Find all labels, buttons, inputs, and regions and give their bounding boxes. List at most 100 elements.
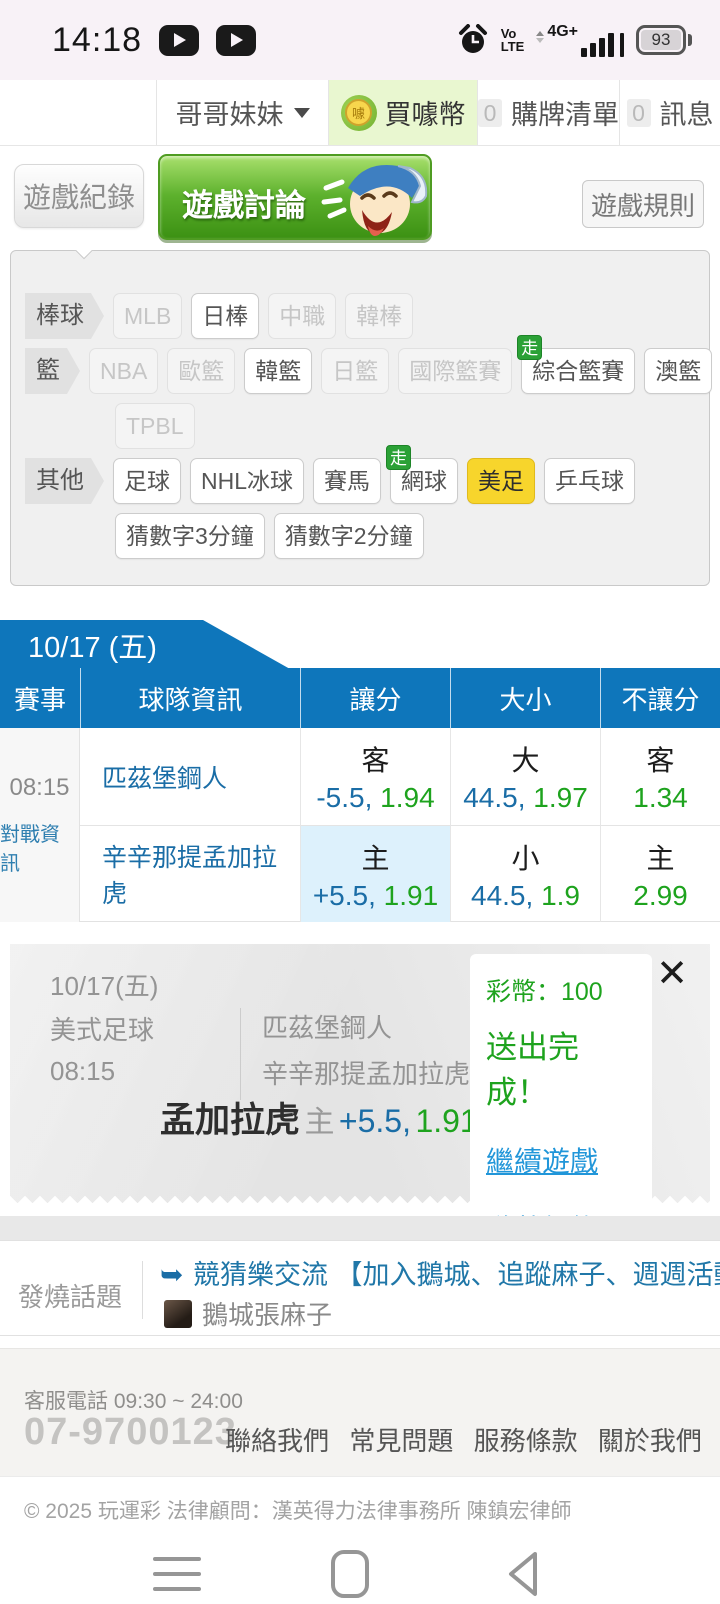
away-spread-cell[interactable]: 客 -5.5, 1.94 xyxy=(300,728,450,825)
away-total-cell[interactable]: 大 44.5, 1.97 xyxy=(450,728,600,825)
terms-link[interactable]: 服務條款 xyxy=(473,1426,578,1456)
panel-notch-icon xyxy=(73,250,95,260)
matchup-info-link[interactable]: 對戰資訊 xyxy=(0,824,60,875)
sport-euro-basket-button[interactable]: 歐籃 xyxy=(167,348,236,394)
messages-menu[interactable]: 0 訊息 xyxy=(619,80,720,145)
away-team-cell: 匹茲堡鋼人 xyxy=(80,728,300,825)
service-phone: 07-9700123 xyxy=(24,1411,237,1453)
home-icon[interactable] xyxy=(322,1546,378,1602)
cart-menu[interactable]: 0 購牌清單 xyxy=(477,80,619,145)
battery-percent: 93 xyxy=(641,30,681,50)
slip-result-panel: 彩幣：100 送出完成！ 繼續遊戲 遊戲紀錄 xyxy=(470,954,652,1245)
slip-result-text: 送出完成！ xyxy=(486,1030,579,1110)
clock-time: 14:18 xyxy=(52,20,143,59)
android-nav-bar xyxy=(0,1538,720,1604)
sport-nba-button[interactable]: NBA xyxy=(89,348,159,394)
slip-pick-team: 孟加拉虎 xyxy=(160,1101,301,1140)
game-meta-cell: 08:15 對戰資訊 xyxy=(0,728,80,922)
away-moneyline-cell[interactable]: 客 1.34 xyxy=(600,728,720,825)
continue-game-link[interactable]: 繼續遊戲 xyxy=(486,1146,599,1177)
home-spread-cell[interactable]: 主 +5.5, 1.91 xyxy=(300,825,450,922)
other-row-2: 猜數字3分鐘 猜數字2分鐘 xyxy=(115,513,424,559)
sport-kr-basket-button[interactable]: 韓籃 xyxy=(244,348,313,394)
header-nav: 哥哥妹妹 噱 買噱幣 0 購牌清單 0 訊息 xyxy=(0,80,720,146)
sport-horse-racing-button[interactable]: 賽馬 xyxy=(313,458,382,504)
laughing-mascot-icon xyxy=(321,164,428,236)
game-discussion-tab[interactable]: 遊戲討論 xyxy=(158,154,432,240)
slip-divider xyxy=(240,1008,241,1100)
volte-icon: Vo LTE xyxy=(500,26,525,54)
account-menu-label: 哥哥妹妹 xyxy=(175,100,284,130)
sport-soccer-button[interactable]: 足球 xyxy=(113,458,181,504)
home-total-cell[interactable]: 小 44.5, 1.9 xyxy=(450,825,600,922)
arrow-right-icon: ➥ xyxy=(160,1259,184,1290)
contact-us-link[interactable]: 聯絡我們 xyxy=(225,1426,330,1456)
slip-pick-odds: 1.91 xyxy=(415,1103,478,1139)
topic-author-row[interactable]: 鵝城張麻子 xyxy=(164,1295,332,1332)
site-footer: 客服電話 09:30 ~ 24:00 07-9700123 聯絡我們 常見問題 … xyxy=(0,1348,720,1476)
sport-au-basket-button[interactable]: 澳籃 xyxy=(644,348,713,394)
sport-american-football-button[interactable]: 美足 xyxy=(467,458,536,504)
footer-links: 聯絡我們 常見問題 服務條款 關於我們 xyxy=(215,1421,712,1458)
slip-date: 10/17(五) xyxy=(50,971,159,1001)
date-tab[interactable]: 10/17 (五) xyxy=(0,620,290,669)
home-team-cell: 辛辛那提孟加拉虎 xyxy=(80,825,300,922)
sport-mlb-button[interactable]: MLB xyxy=(113,293,183,339)
sport-intl-basket-button[interactable]: 國際籃賽 xyxy=(398,348,513,394)
baseball-tag: 棒球 xyxy=(25,293,104,339)
hot-topic-section: 發燒話題 ➥ 競猜樂交流 【加入鵝城、追蹤麻子、週週活動】 鵝城張麻子 xyxy=(0,1240,720,1336)
game-time: 08:15 xyxy=(9,774,70,801)
basketball-row-2: TPBL xyxy=(115,403,195,449)
youtube-notification-icon xyxy=(216,24,257,56)
messages-label: 訊息 xyxy=(659,100,714,130)
caret-down-icon xyxy=(293,107,310,118)
game-rules-button[interactable]: 遊戲規則 xyxy=(582,180,704,228)
signal-icon: 4G+ xyxy=(536,23,624,57)
topic-author-name: 鵝城張麻子 xyxy=(202,1300,333,1330)
home-team-link[interactable]: 辛辛那提孟加拉虎 xyxy=(102,844,278,908)
sport-jp-baseball-button[interactable]: 日棒 xyxy=(191,293,260,339)
sports-category-panel: 棒球 MLB 日棒 中職 韓棒 籃球 NBA 歐籃 韓籃 日籃 國際籃賽 走綜合… xyxy=(10,250,713,586)
buy-coin-button[interactable]: 噱 買噱幣 xyxy=(328,80,477,145)
away-team-link[interactable]: 匹茲堡鋼人 xyxy=(102,764,228,793)
slip-time: 08:15 xyxy=(50,1056,116,1086)
col-event: 賽事 xyxy=(13,684,66,715)
back-icon[interactable] xyxy=(495,1546,551,1602)
avatar xyxy=(164,1299,192,1328)
coin-icon: 噱 xyxy=(340,94,377,131)
faq-link[interactable]: 常見問題 xyxy=(349,1426,454,1456)
signal-bars-icon xyxy=(581,33,624,57)
alarm-clock-icon xyxy=(458,24,487,53)
slip-pick-side: 主 xyxy=(304,1106,335,1139)
sport-kr-baseball-button[interactable]: 韓棒 xyxy=(345,293,414,339)
sport-jp-basket-button[interactable]: 日籃 xyxy=(321,348,390,394)
close-icon[interactable]: ✕ xyxy=(656,953,688,995)
other-row: 其他 足球 NHL冰球 賽馬 走網球 美足 乒乓球 xyxy=(25,445,636,504)
sport-cpbl-button[interactable]: 中職 xyxy=(268,293,337,339)
game-discussion-label: 遊戲討論 xyxy=(182,188,306,223)
basketball-row: 籃球 NBA 歐籃 韓籃 日籃 國際籃賽 走綜合籃賽 澳籃 xyxy=(25,335,713,394)
menu-icon[interactable] xyxy=(149,1546,205,1602)
game-tabs-row: 遊戲紀錄 遊戲討論 遊戲規則 xyxy=(0,146,720,250)
about-us-link[interactable]: 關於我們 xyxy=(597,1426,702,1456)
bet-slip: 10/17(五) 美式足球 08:15 匹茲堡鋼人 辛辛那提孟加拉虎(主) 孟加… xyxy=(10,944,710,1245)
account-menu[interactable]: 哥哥妹妹 xyxy=(156,80,328,145)
col-moneyline: 不讓分 xyxy=(600,668,720,728)
guess-number-2min-button[interactable]: 猜數字2分鐘 xyxy=(273,513,424,559)
topic-title-link[interactable]: ➥ 競猜樂交流 【加入鵝城、追蹤麻子、週週活動】 xyxy=(160,1259,720,1290)
guess-number-3min-button[interactable]: 猜數字3分鐘 xyxy=(115,513,265,559)
odds-table-body: 08:15 對戰資訊 匹茲堡鋼人 客 -5.5, 1.94 大 44.5, 1.… xyxy=(0,728,720,922)
sport-tpbl-button[interactable]: TPBL xyxy=(115,403,195,449)
sport-table-tennis-button[interactable]: 乒乓球 xyxy=(544,458,636,504)
live-badge: 走 xyxy=(386,445,412,470)
home-moneyline-cell[interactable]: 主 2.99 xyxy=(600,825,720,922)
copyright-text: © 2025 玩運彩 法律顧問：漢英得力法律事務所 陳鎮宏律師 xyxy=(24,1500,572,1523)
hot-topic-label: 發燒話題 xyxy=(18,1282,123,1312)
col-total: 大小 xyxy=(450,668,600,728)
sport-tennis-button[interactable]: 走網球 xyxy=(386,445,459,504)
data-arrows-icon xyxy=(536,31,545,43)
sport-mixed-basket-button[interactable]: 走綜合籃賽 xyxy=(517,335,636,394)
sport-nhl-button[interactable]: NHL冰球 xyxy=(190,458,305,504)
buy-coin-label: 買噱幣 xyxy=(384,100,466,130)
game-record-tab[interactable]: 遊戲紀錄 xyxy=(14,164,144,228)
